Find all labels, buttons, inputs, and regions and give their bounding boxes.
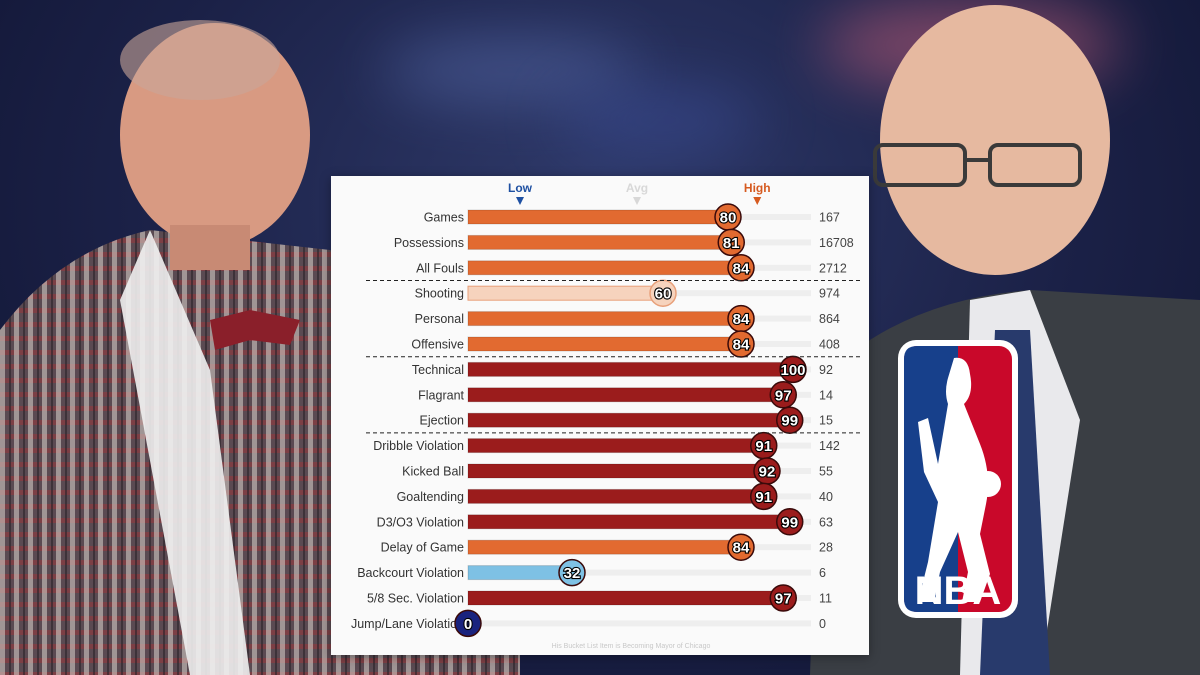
percentile-badge-value: 0: [464, 616, 472, 633]
bar-track: [468, 620, 811, 627]
row-count: 28: [819, 541, 833, 555]
row-count: 974: [819, 287, 840, 301]
row-count: 16708: [819, 236, 854, 250]
percentile-badge-value: 99: [781, 514, 798, 531]
row-count: 6: [819, 566, 826, 580]
legend-avg-label: Avg: [626, 181, 648, 195]
percentile-badge-value: 84: [733, 337, 750, 354]
row-count: 0: [819, 617, 826, 631]
bar: [467, 361, 794, 377]
percentile-badge-value: 91: [755, 489, 772, 506]
row-count: 40: [819, 490, 833, 504]
percentile-badge-value: 84: [733, 311, 750, 328]
bar: [467, 260, 742, 276]
bar: [467, 438, 765, 454]
legend-high-label: High: [744, 181, 771, 195]
legend-avg-marker: [633, 197, 641, 205]
bar: [467, 387, 784, 403]
bar: [467, 285, 664, 301]
row-label: Flagrant: [418, 388, 464, 402]
background-bokeh: [560, 90, 760, 150]
row-count: 864: [819, 312, 840, 326]
percentile-badge-value: 84: [733, 540, 750, 557]
bar: [467, 565, 573, 581]
percentile-badge-value: 99: [781, 413, 798, 430]
row-count: 92: [819, 363, 833, 377]
bar-track: [468, 569, 811, 576]
row-count: 63: [819, 515, 833, 529]
bar-chart: Low Avg High Games 167 80 Possessions 16708 81 Al…: [351, 181, 861, 650]
row-label: 5/8 Sec. Violation: [367, 592, 464, 606]
row-count: 11: [819, 592, 832, 606]
percentile-badge-value: 91: [755, 438, 772, 455]
row-label: D3/O3 Violation: [377, 515, 464, 529]
bar: [467, 488, 765, 504]
percentile-badge-value: 84: [733, 260, 750, 277]
bar: [467, 514, 791, 530]
row-label: Backcourt Violation: [357, 566, 464, 580]
bar: [467, 463, 768, 479]
bar: [467, 336, 742, 352]
row-label: Goaltending: [397, 490, 464, 504]
percentile-badge-value: 97: [775, 387, 792, 404]
bar: [467, 234, 732, 250]
row-label: Games: [424, 211, 464, 225]
row-count: 142: [819, 439, 840, 453]
row-count: 167: [819, 211, 840, 225]
percentile-badge-value: 97: [775, 591, 792, 608]
nba-logo: NBA: [898, 340, 1018, 618]
row-count: 2712: [819, 261, 847, 275]
row-count: 14: [819, 388, 833, 402]
row-label: Jump/Lane Violation: [351, 617, 464, 631]
percentile-badge: [717, 228, 745, 257]
percentile-badge-value: 80: [720, 210, 737, 227]
percentile-badge: [776, 508, 804, 536]
row-label: Shooting: [415, 287, 464, 301]
row-label: Kicked Ball: [402, 465, 464, 479]
percentile-badge: [769, 584, 797, 612]
bar: [467, 311, 742, 327]
percentile-badge: [769, 381, 797, 409]
percentile-badge-value: 100: [780, 362, 805, 379]
row-label: Dribble Violation: [373, 439, 464, 453]
percentile-badge-value: 92: [759, 464, 776, 481]
row-count: 55: [819, 465, 833, 479]
percentile-badge-value: 81: [723, 235, 740, 252]
row-label: Possessions: [394, 236, 464, 250]
row-label: Personal: [415, 312, 464, 326]
percentile-badge-value: 60: [655, 286, 672, 303]
percentile-badge: [727, 533, 755, 561]
chart-footnote: His Bucket List Item is Becoming Mayor o…: [552, 643, 711, 650]
bar: [467, 209, 729, 225]
percentile-badge-value: 32: [564, 565, 581, 582]
legend-low-label: Low: [508, 181, 533, 195]
percentile-badge: [454, 609, 482, 638]
row-label: Offensive: [411, 338, 464, 352]
nba-logo-text: NBA: [915, 569, 1002, 613]
percentile-badge: [750, 482, 778, 511]
percentile-badge: [558, 558, 586, 587]
legend-high-marker: [753, 197, 762, 205]
bar: [467, 539, 742, 555]
row-label: Technical: [412, 363, 464, 377]
row-label: Delay of Game: [381, 541, 464, 555]
row-label: All Fouls: [416, 261, 464, 275]
row-count: 15: [819, 414, 833, 428]
bar: [467, 590, 784, 606]
row-count: 408: [819, 338, 840, 352]
row-label: Ejection: [420, 414, 465, 428]
bar: [467, 412, 791, 428]
legend-low-marker: [516, 197, 524, 205]
background-bokeh: [380, 40, 640, 100]
referee-stats-chart: Low Avg High Games 167 80 Possessions 16708 81 Al…: [331, 176, 869, 655]
